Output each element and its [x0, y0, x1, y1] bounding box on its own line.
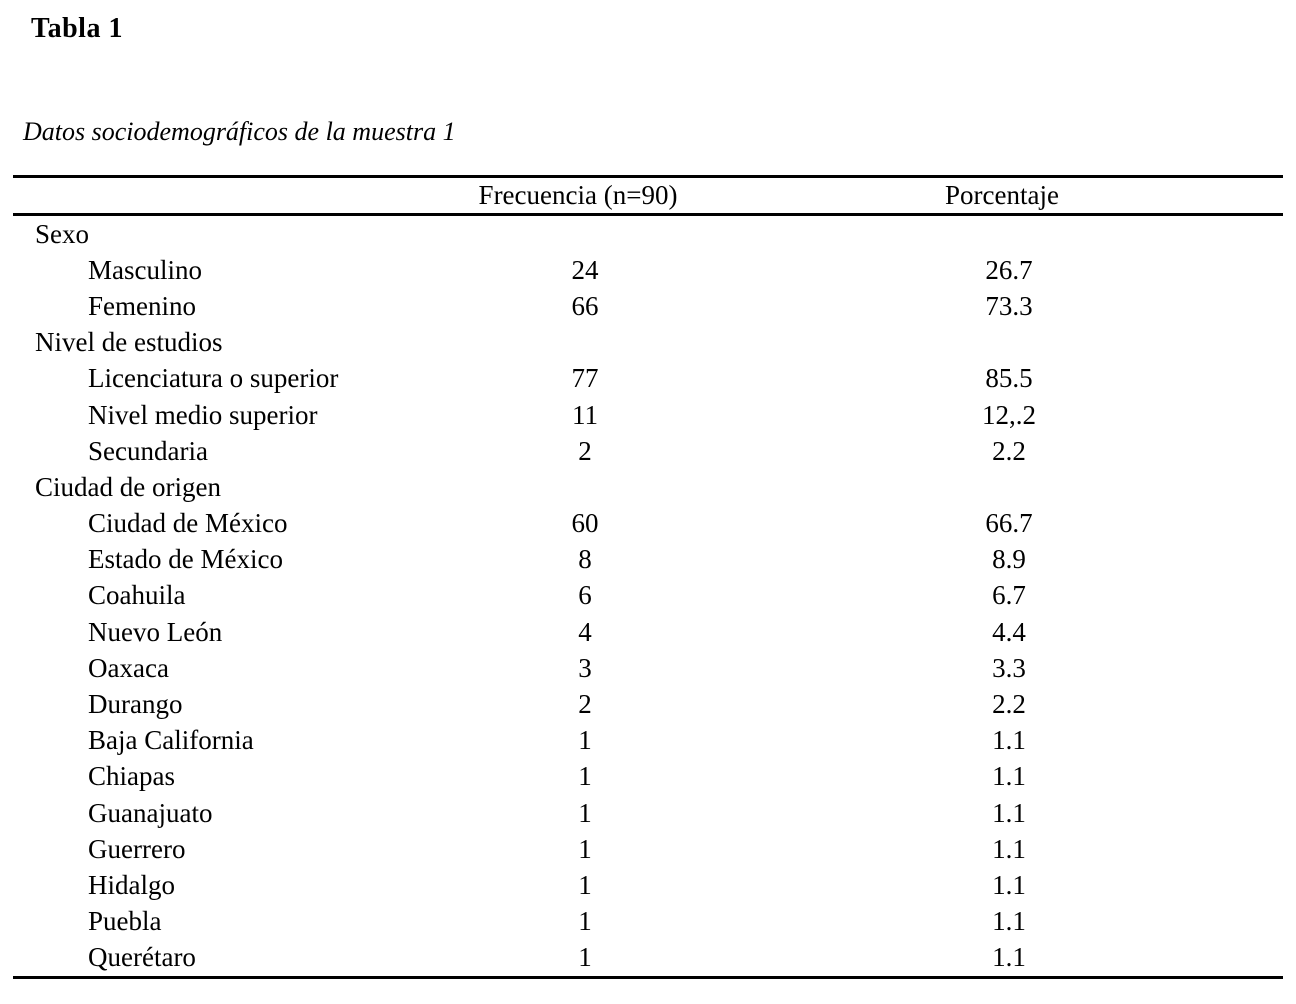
row-label: Ciudad de México	[88, 508, 288, 539]
percentage-value: 1.1	[992, 906, 1026, 937]
empty-cell	[721, 469, 1283, 505]
table-row: Estado de México 8 8.9	[13, 542, 1283, 578]
frequency-value: 1	[578, 906, 592, 937]
column-header-frequency: Frecuencia (n=90)	[478, 180, 678, 210]
frequency-value: 11	[572, 399, 598, 430]
row-label: Guanajuato	[88, 797, 213, 828]
section-header-row: Nivel de estudios	[13, 325, 1283, 361]
row-label: Nivel medio superior	[88, 399, 318, 430]
percentage-value: 1.1	[992, 761, 1026, 792]
frequency-value: 2	[578, 435, 592, 466]
table-row: Baja California 1 1.1	[13, 723, 1283, 759]
table-row: Nuevo León 4 4.4	[13, 614, 1283, 650]
percentage-value: 2.2	[992, 435, 1026, 466]
empty-cell	[435, 469, 721, 505]
frequency-value: 1	[578, 942, 592, 973]
section-header-row: Sexo	[13, 215, 1283, 253]
row-label: Puebla	[88, 906, 162, 937]
percentage-value: 8.9	[992, 544, 1026, 575]
column-header-blank	[13, 177, 435, 215]
percentage-value: 1.1	[992, 833, 1026, 864]
row-label: Licenciatura o superior	[88, 363, 339, 394]
table-row: Oaxaca 3 3.3	[13, 650, 1283, 686]
table-number-label: Tabla 1	[31, 13, 123, 44]
table-row: Nivel medio superior 11 12,.2	[13, 397, 1283, 433]
row-label: Durango	[88, 689, 183, 720]
table-row: Ciudad de México 60 66.7	[13, 506, 1283, 542]
row-label: Baja California	[88, 725, 254, 756]
empty-cell	[721, 325, 1283, 361]
table-row: Licenciatura o superior 77 85.5	[13, 361, 1283, 397]
frequency-value: 1	[578, 725, 592, 756]
row-label: Femenino	[88, 290, 196, 321]
percentage-value: 4.4	[992, 616, 1026, 647]
table-row: Hidalgo 1 1.1	[13, 867, 1283, 903]
percentage-value: 73.3	[985, 290, 1033, 321]
percentage-value: 1.1	[992, 797, 1026, 828]
frequency-value: 60	[571, 508, 599, 539]
percentage-value: 26.7	[985, 254, 1033, 285]
table-row: Puebla 1 1.1	[13, 904, 1283, 940]
frequency-value: 1	[578, 761, 592, 792]
table-row: Chiapas 1 1.1	[13, 759, 1283, 795]
column-header-percentage: Porcentaje	[945, 180, 1059, 210]
table-header: Frecuencia (n=90) Porcentaje	[13, 177, 1283, 215]
empty-cell	[721, 215, 1283, 253]
percentage-value: 2.2	[992, 689, 1026, 720]
header-row: Frecuencia (n=90) Porcentaje	[13, 177, 1283, 215]
row-label: Hidalgo	[88, 869, 175, 900]
frequency-value: 24	[571, 254, 599, 285]
empty-cell	[435, 215, 721, 253]
row-label: Nuevo León	[88, 616, 223, 647]
frequency-value: 4	[578, 616, 592, 647]
frequency-value: 1	[578, 797, 592, 828]
section-header-label: Nivel de estudios	[35, 327, 223, 358]
frequency-value: 77	[571, 363, 599, 394]
frequency-value: 8	[578, 544, 592, 575]
percentage-value: 6.7	[992, 580, 1026, 611]
percentage-value: 12,.2	[982, 399, 1036, 430]
table-caption: Datos sociodemográficos de la muestra 1	[23, 117, 456, 146]
percentage-value: 1.1	[992, 869, 1026, 900]
frequency-value: 1	[578, 833, 592, 864]
section-header-row: Ciudad de origen	[13, 469, 1283, 505]
table-row: Secundaria 2 2.2	[13, 433, 1283, 469]
table-body: Sexo Masculino 24 26.7 Femenino 66 73.3 Nivel d…	[13, 215, 1283, 978]
empty-cell	[435, 325, 721, 361]
section-header-label: Ciudad de origen	[35, 471, 221, 502]
frequency-value: 3	[578, 652, 592, 683]
row-label: Masculino	[88, 254, 202, 285]
table-row: Guerrero 1 1.1	[13, 831, 1283, 867]
table-row: Guanajuato 1 1.1	[13, 795, 1283, 831]
row-label: Oaxaca	[88, 652, 169, 683]
row-label: Chiapas	[88, 761, 175, 792]
row-label: Guerrero	[88, 833, 186, 864]
table-row: Durango 2 2.2	[13, 686, 1283, 722]
percentage-value: 1.1	[992, 725, 1026, 756]
percentage-value: 66.7	[985, 508, 1033, 539]
row-label: Estado de México	[88, 544, 283, 575]
row-label: Coahuila	[88, 580, 186, 611]
frequency-value: 1	[578, 869, 592, 900]
table-row: Femenino 66 73.3	[13, 288, 1283, 324]
percentage-value: 3.3	[992, 652, 1026, 683]
frequency-value: 6	[578, 580, 592, 611]
section-header-label: Sexo	[35, 218, 89, 249]
table-row: Masculino 24 26.7	[13, 252, 1283, 288]
percentage-value: 1.1	[992, 942, 1026, 973]
table-row: Coahuila 6 6.7	[13, 578, 1283, 614]
percentage-value: 85.5	[985, 363, 1033, 394]
table-row: Querétaro 1 1.1	[13, 940, 1283, 978]
sociodemographic-table: Frecuencia (n=90) Porcentaje Sexo Masculi…	[13, 175, 1283, 979]
frequency-value: 66	[571, 290, 599, 321]
frequency-value: 2	[578, 689, 592, 720]
row-label: Secundaria	[88, 435, 208, 466]
row-label: Querétaro	[88, 942, 196, 973]
